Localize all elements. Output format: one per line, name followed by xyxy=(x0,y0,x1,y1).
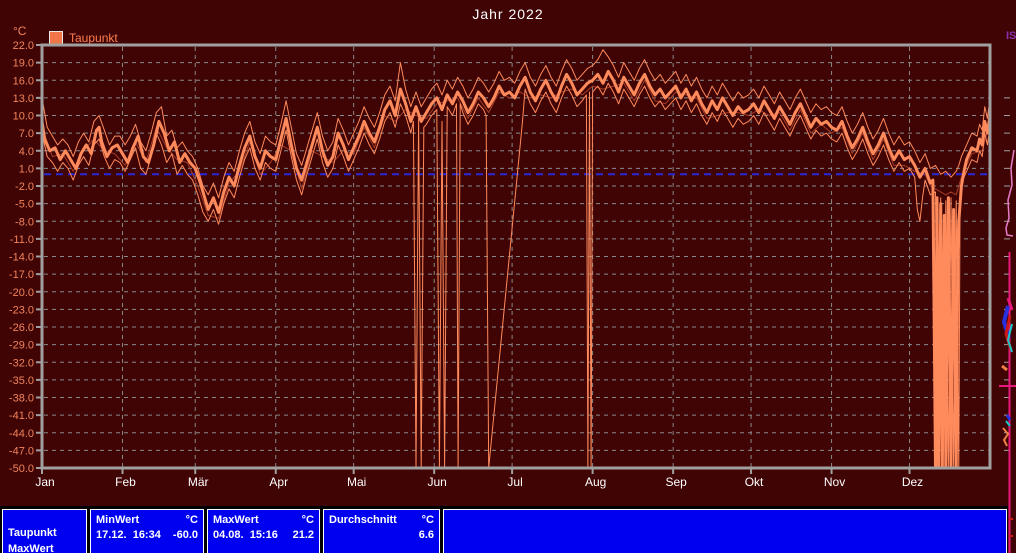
y-tick-label: -23.0 xyxy=(9,304,34,316)
month-label: Jun xyxy=(428,475,447,489)
y-tick-label: 16.0 xyxy=(13,75,34,87)
y-tick-label: -17.0 xyxy=(9,269,34,281)
y-tick-label: -29.0 xyxy=(9,340,34,352)
minwert-header: MinWert xyxy=(96,513,140,526)
minwert-datetime: 17.12. 16:34 xyxy=(96,529,161,541)
y-axis-unit-label: °C xyxy=(13,24,27,38)
y-tick-label: -2.0 xyxy=(15,181,34,193)
stats-minwert-cell: MinWert °C 17.12. 16:34 -60.0 xyxy=(90,509,204,553)
maxwert-datetime: 04.08. 15:16 xyxy=(213,529,278,541)
maxwert-value: 21.2 xyxy=(292,529,314,541)
adjacent-chart-label-fragment: IS xyxy=(1006,30,1016,42)
month-label: Jan xyxy=(35,475,54,489)
month-label: Okt xyxy=(745,475,764,489)
adjacent-mark-orange xyxy=(1001,364,1008,372)
stats-empty-cell xyxy=(443,509,1007,553)
y-tick-label: -50.0 xyxy=(9,463,34,475)
y-tick-label: -32.0 xyxy=(9,357,34,369)
y-tick-label: 10.0 xyxy=(13,111,34,123)
minwert-value: -60.0 xyxy=(172,529,198,541)
month-label: Apr xyxy=(269,475,288,489)
month-label: Sep xyxy=(665,475,687,489)
y-tick-label: 7.0 xyxy=(19,128,34,140)
maxwert-unit: °C xyxy=(301,513,314,526)
stats-maxwert-cell: MaxWert °C 04.08. 15:16 21.2 xyxy=(207,509,320,553)
y-tick-label: 4.0 xyxy=(19,146,34,158)
stats-row-label: Taupunkt xyxy=(8,527,57,539)
y-tick-label: 13.0 xyxy=(13,93,34,105)
stats-durchschnitt-cell: Durchschnitt °C 6.6 xyxy=(323,509,440,553)
y-tick-label: -47.0 xyxy=(9,445,34,457)
durchschnitt-value: 6.6 xyxy=(418,529,434,541)
y-tick-label: -41.0 xyxy=(9,410,34,422)
adjacent-mark-cyan xyxy=(1006,323,1013,353)
y-tick-label: 1.0 xyxy=(19,163,34,175)
month-label: Mai xyxy=(347,475,366,489)
y-tick-label: 22.0 xyxy=(13,40,34,52)
y-tick-label: -11.0 xyxy=(10,234,34,246)
stats-next-row-label: MaxWert xyxy=(8,543,54,553)
series-taupunkt-min xyxy=(41,82,991,469)
y-tick-label: -44.0 xyxy=(9,428,34,440)
y-tick-label: -38.0 xyxy=(9,393,34,405)
durchschnitt-header: Durchschnitt xyxy=(329,513,397,526)
y-tick-label: -35.0 xyxy=(9,375,34,387)
y-tick-label: -5.0 xyxy=(15,199,34,211)
adjacent-curve-pink xyxy=(1005,149,1015,237)
month-label: Feb xyxy=(115,475,136,489)
series-taupunkt-mittel xyxy=(40,69,992,470)
adjacent-mark-blue2 xyxy=(1005,414,1012,421)
series-taupunkt-nebenlinie-dunkel xyxy=(41,79,991,219)
month-label: Nov xyxy=(824,475,845,489)
adjacent-mark-cyan2 xyxy=(1005,420,1011,427)
adjacent-mark-orange2 xyxy=(1002,427,1010,447)
stats-row-label-cell: Taupunkt MaxWert xyxy=(2,509,87,553)
month-label: Jul xyxy=(507,475,522,489)
series-taupunkt-max xyxy=(41,49,991,199)
y-tick-label: 19.0 xyxy=(13,58,34,70)
maxwert-header: MaxWert xyxy=(213,513,259,526)
y-tick-label: -8.0 xyxy=(15,216,34,228)
minwert-unit: °C xyxy=(185,513,198,526)
y-tick-label: -20.0 xyxy=(9,287,34,299)
chart-title: Jahr 2022 xyxy=(472,6,544,22)
legend: Taupunkt xyxy=(49,31,118,45)
durchschnitt-unit: °C xyxy=(421,513,434,526)
month-label: Aug xyxy=(585,475,606,489)
month-label: Mär xyxy=(188,475,209,489)
y-tick-label: -14.0 xyxy=(9,252,34,264)
month-label: Dez xyxy=(902,475,923,489)
legend-label: Taupunkt xyxy=(69,31,118,45)
stats-table: Taupunkt MaxWert MinWert °C 17.12. 16:34… xyxy=(0,506,1008,553)
adjacent-mark-magenta xyxy=(1006,297,1014,311)
y-tick-label: -26.0 xyxy=(9,322,34,334)
